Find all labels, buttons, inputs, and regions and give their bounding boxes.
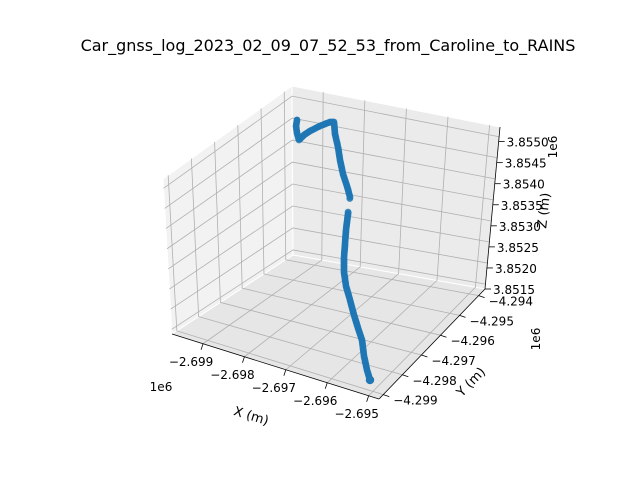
trajectory-point xyxy=(344,208,352,216)
z-tick-label: 3.8525 xyxy=(497,241,539,255)
z-gridline xyxy=(170,227,488,310)
x-offset-label: 1e6 xyxy=(150,380,173,394)
z-offset-label: 1e6 xyxy=(546,136,560,159)
x-tick xyxy=(366,395,370,402)
z-gridline xyxy=(169,205,490,290)
y-tick xyxy=(440,334,447,338)
y-gridline xyxy=(237,125,441,336)
x-gridline xyxy=(202,92,324,345)
z-tick-label: 3.8530 xyxy=(499,220,541,234)
x-tick xyxy=(283,369,287,376)
z-gridline xyxy=(166,161,494,250)
z-tick-label: 3.8535 xyxy=(501,199,543,213)
z-gridline xyxy=(171,249,486,330)
y-tick-label: −4.299 xyxy=(393,394,437,408)
y-tick-label: −4.297 xyxy=(431,354,475,368)
y-tick-label: −4.296 xyxy=(450,334,494,348)
z-gridline xyxy=(163,95,500,189)
x-axis-line xyxy=(171,333,380,400)
y-tick xyxy=(402,374,409,378)
z-gridline xyxy=(164,117,498,209)
z-tick-label: 3.8520 xyxy=(495,262,537,276)
y-tick xyxy=(459,315,466,318)
x-tick-label: −2.697 xyxy=(252,381,296,395)
x-gridline xyxy=(285,108,407,371)
trajectory-point xyxy=(293,116,301,124)
axis-lines xyxy=(171,126,501,400)
y-gridline xyxy=(260,108,460,316)
y-axis-line xyxy=(378,288,486,400)
z-tick-label: 3.8550 xyxy=(507,136,549,150)
y-tick xyxy=(421,354,428,358)
x-tick-label: −2.696 xyxy=(293,394,337,408)
y-gridline xyxy=(214,141,422,356)
y-tick xyxy=(383,394,390,397)
y-tick-label: −4.294 xyxy=(489,295,533,309)
chart-title: Car_gnss_log_2023_02_09_07_52_53_from_Ca… xyxy=(81,36,576,56)
y-tick xyxy=(478,295,485,298)
x-gridline xyxy=(244,100,366,358)
axes-panes xyxy=(162,85,501,400)
z-axis-label: Z (m) xyxy=(535,192,554,229)
z-gridline xyxy=(165,139,496,229)
z-tick-label: 3.8515 xyxy=(493,283,535,297)
y-gridline xyxy=(283,91,479,296)
x-tick-label: −2.695 xyxy=(334,407,378,421)
axis-ticks: −2.699−2.698−2.697−2.696−2.695 −4.299 −4.2… xyxy=(169,136,549,421)
y-offset-label: 1e6 xyxy=(529,328,543,351)
y-axis-label: Y (m) xyxy=(453,365,489,401)
x-tick xyxy=(324,382,328,389)
z-gridline xyxy=(167,183,492,270)
z-axis-line xyxy=(484,126,501,290)
x-gridline xyxy=(368,124,490,397)
y-tick-label: −4.298 xyxy=(412,374,456,388)
trajectory-series xyxy=(292,116,375,385)
gridlines xyxy=(163,91,500,397)
y-tick-label: −4.295 xyxy=(470,314,514,328)
x-tick xyxy=(242,356,245,363)
trajectory-point xyxy=(365,375,375,385)
x-tick xyxy=(200,343,204,350)
x-tick-label: −2.699 xyxy=(169,355,213,369)
y-gridline xyxy=(190,158,403,376)
z-tick-label: 3.8540 xyxy=(503,178,545,192)
y-gridline xyxy=(167,175,384,395)
z-tick-label: 3.8545 xyxy=(505,157,547,171)
x-axis-label: X (m) xyxy=(232,404,271,429)
x-tick-label: −2.698 xyxy=(210,368,254,382)
